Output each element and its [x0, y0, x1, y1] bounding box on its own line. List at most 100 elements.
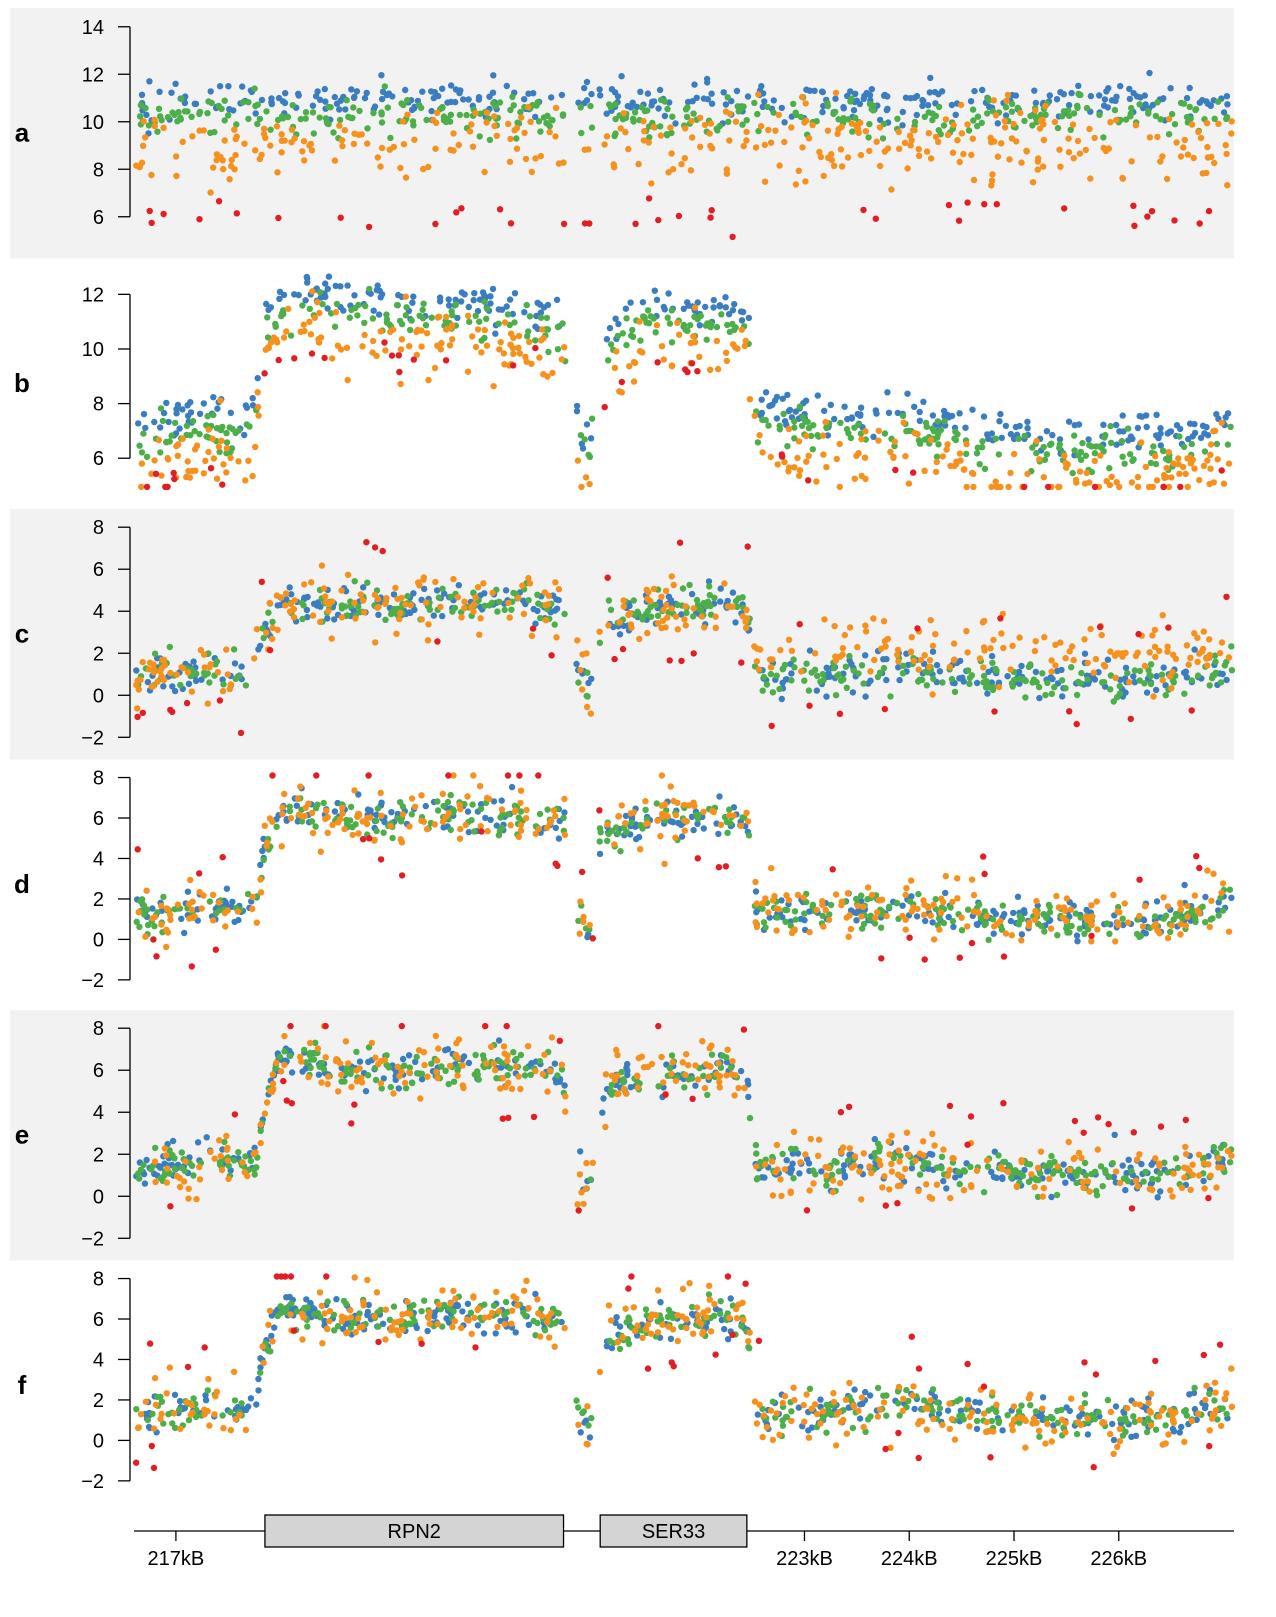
point [1128, 479, 1136, 486]
point [151, 418, 158, 426]
y-tick-label: 8 [93, 768, 104, 790]
point [205, 448, 212, 456]
point [1219, 1164, 1226, 1171]
point [644, 307, 652, 314]
point [985, 936, 992, 944]
point [607, 606, 615, 613]
point [775, 111, 782, 119]
point [644, 595, 651, 603]
point [779, 679, 786, 687]
point [876, 669, 884, 676]
point [825, 916, 833, 923]
point [1208, 674, 1216, 682]
point [554, 1072, 561, 1079]
point [221, 137, 228, 144]
point [640, 118, 647, 125]
point [336, 116, 344, 124]
point [138, 91, 146, 99]
point [688, 590, 696, 598]
point [1160, 915, 1167, 922]
point [189, 467, 196, 475]
point [827, 401, 834, 408]
point [1191, 465, 1198, 472]
point [936, 926, 943, 933]
point [158, 472, 165, 479]
point [813, 478, 820, 485]
point [1002, 104, 1010, 111]
point [840, 676, 847, 683]
point [723, 357, 731, 365]
point [819, 898, 826, 905]
point [1134, 649, 1141, 656]
point [1216, 649, 1224, 657]
point [1183, 642, 1191, 649]
point [615, 320, 622, 328]
point [1175, 460, 1182, 468]
point [328, 635, 335, 642]
point [337, 214, 344, 221]
point [523, 806, 530, 814]
point [1213, 1184, 1220, 1191]
point [501, 606, 508, 614]
point [1084, 659, 1091, 667]
point [526, 313, 534, 320]
point [745, 832, 753, 839]
point [184, 458, 191, 465]
point [613, 348, 620, 355]
point [532, 830, 539, 837]
point [254, 120, 261, 128]
point [425, 163, 432, 171]
point [935, 138, 942, 145]
point [472, 109, 479, 117]
point [455, 141, 462, 149]
point [922, 917, 929, 925]
point [1015, 668, 1023, 676]
point [614, 1090, 621, 1098]
point [196, 410, 204, 417]
point [443, 326, 450, 333]
point [759, 103, 766, 111]
point [791, 664, 798, 671]
point [466, 128, 474, 135]
point [223, 450, 230, 457]
point [134, 713, 141, 720]
point [364, 806, 372, 813]
point [871, 1149, 878, 1157]
point [1101, 434, 1108, 441]
point [362, 1088, 370, 1095]
point [1154, 99, 1161, 106]
point [193, 442, 201, 449]
point [700, 825, 707, 832]
point [1032, 916, 1039, 923]
point [777, 646, 784, 654]
point [462, 821, 469, 829]
point [999, 902, 1006, 909]
point [499, 1075, 506, 1082]
point [231, 166, 238, 173]
point [683, 1051, 690, 1058]
point [348, 1083, 355, 1091]
point [521, 96, 528, 103]
point [1131, 679, 1139, 686]
point [157, 424, 164, 431]
point [1147, 680, 1155, 688]
point [371, 544, 379, 551]
point [1219, 880, 1227, 887]
point [860, 680, 867, 687]
point [1063, 895, 1071, 902]
point [492, 103, 499, 110]
point [830, 664, 838, 672]
point [184, 669, 192, 676]
point [930, 675, 937, 682]
point [623, 341, 630, 349]
point [870, 107, 877, 114]
point [1066, 648, 1073, 655]
point [329, 355, 336, 362]
point [817, 153, 825, 161]
point [1153, 477, 1161, 484]
point [312, 93, 320, 100]
point [908, 137, 915, 144]
point [784, 391, 791, 399]
point [317, 289, 324, 296]
